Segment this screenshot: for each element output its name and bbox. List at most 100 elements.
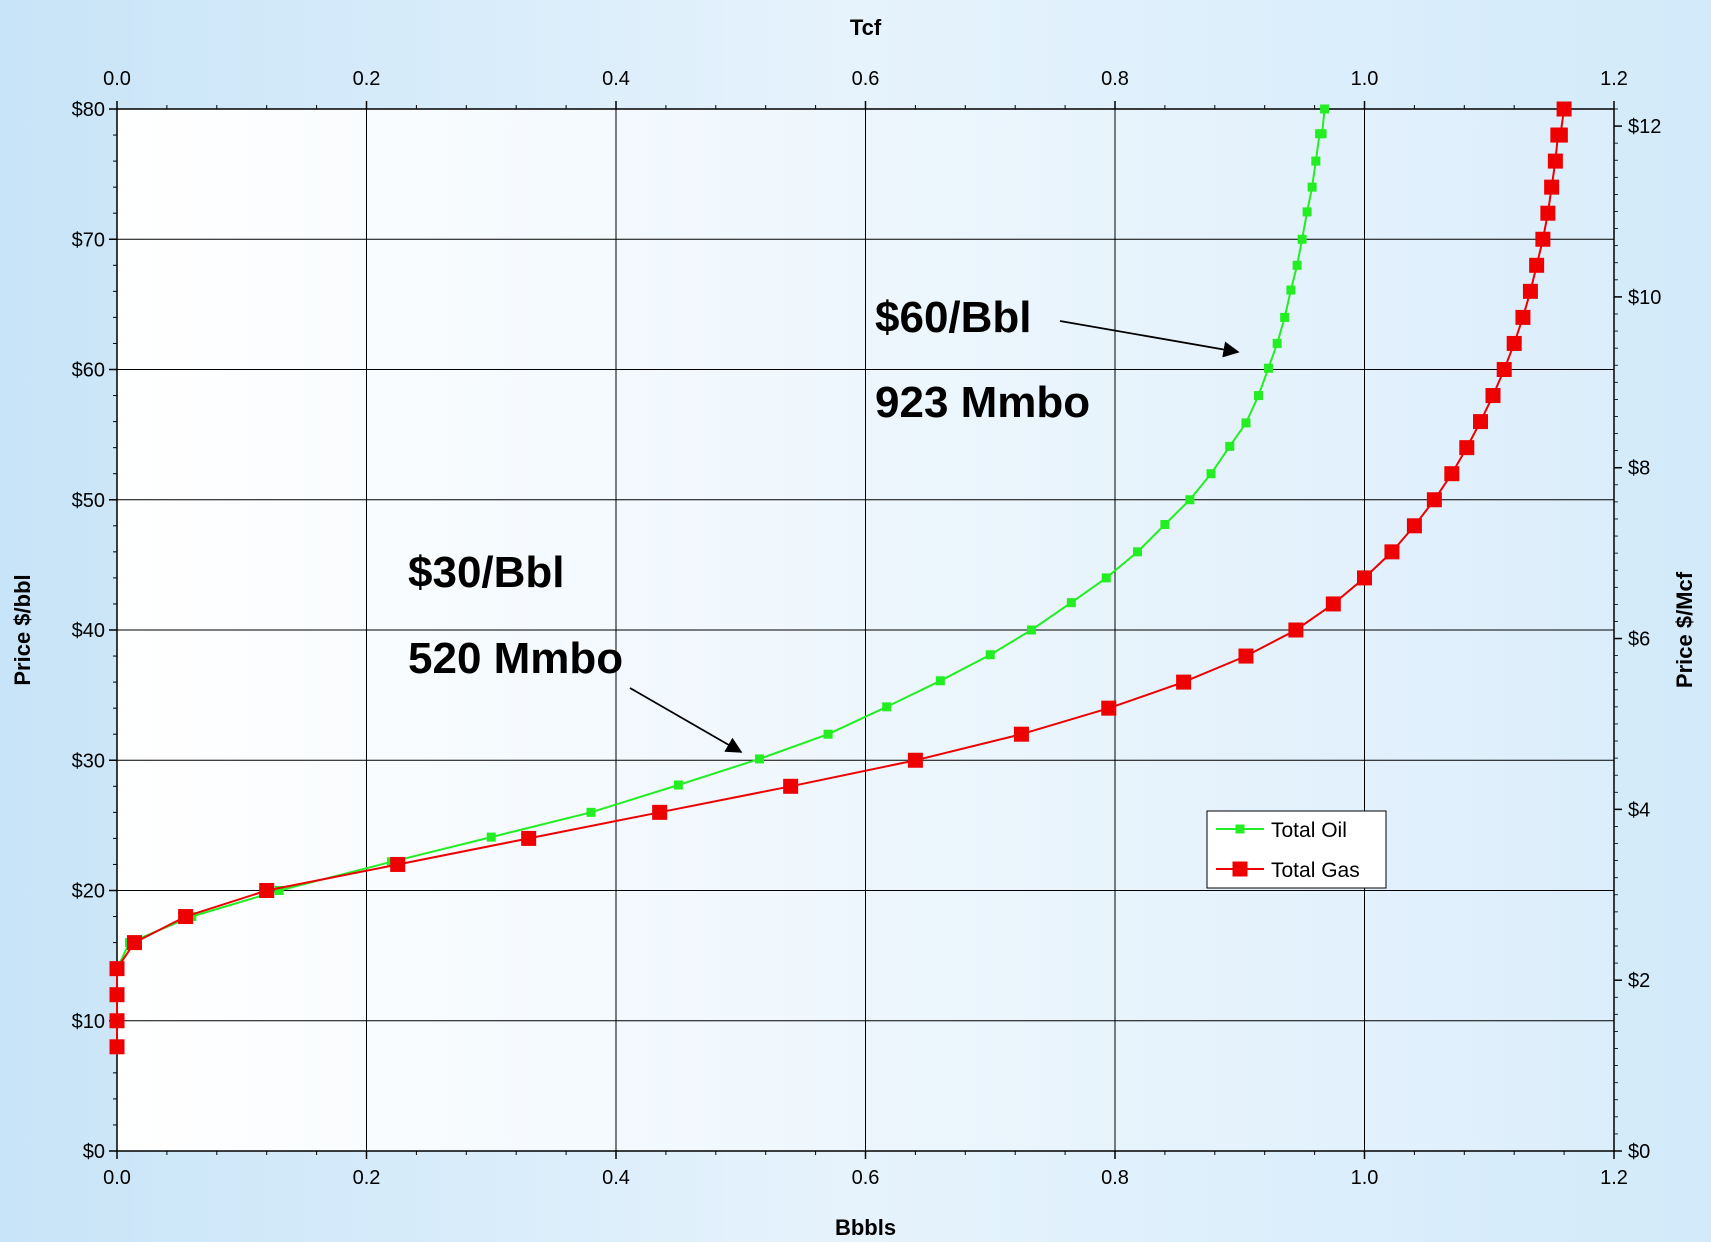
y-tick-label: $80 (72, 99, 105, 121)
data-point (985, 650, 995, 660)
legend-item: Total Gas (1216, 859, 1360, 882)
y2-tick-label: $10 (1628, 287, 1661, 309)
data-point (109, 961, 125, 977)
data-point (1288, 622, 1304, 638)
annotation-price: $60/Bbl (875, 293, 1032, 342)
y-tick-label: $50 (72, 490, 105, 512)
x-tick-label: 1.2 (1600, 1167, 1628, 1189)
legend-item: Total Oil (1216, 819, 1347, 842)
data-point (109, 1013, 125, 1029)
data-point (823, 729, 833, 739)
data-point (1280, 312, 1290, 322)
legend-marker (1235, 824, 1245, 834)
data-point (1544, 179, 1560, 195)
data-point (754, 754, 764, 764)
x-tick-label: 1.0 (1351, 1167, 1379, 1189)
data-point (783, 778, 799, 794)
data-point (259, 883, 275, 898)
data-point (1547, 153, 1563, 169)
y-tick-label: $20 (72, 881, 105, 903)
gridlines (117, 109, 1614, 1151)
data-point (1206, 469, 1216, 479)
data-point (1317, 129, 1327, 139)
data-point (1238, 648, 1254, 664)
data-point (673, 780, 683, 790)
data-point (1444, 466, 1460, 482)
legend: Total Oil Total Gas (1206, 810, 1387, 889)
y-tick-label: $70 (72, 229, 105, 251)
data-point (486, 832, 496, 842)
data-point (126, 935, 142, 951)
data-point (1302, 207, 1312, 217)
x-tick-label: 0.6 (852, 1167, 880, 1189)
data-point (586, 807, 596, 817)
legend-label: Total Gas (1271, 859, 1360, 882)
y2-tick-label: $12 (1628, 116, 1661, 138)
data-point (178, 909, 194, 925)
data-point (1160, 519, 1170, 529)
y-tick-label: $10 (72, 1011, 105, 1033)
data-point (109, 987, 125, 1003)
y-axis-title: Price $/bbl (10, 574, 35, 685)
data-point (652, 804, 668, 820)
data-point (109, 1039, 125, 1055)
annotations: $60/Bbl 923 Mmbo $30/Bbl 520 Mmbo (408, 293, 1240, 753)
x-tick-label: 0.8 (1101, 1167, 1129, 1189)
y2-tick-label: $6 (1628, 629, 1650, 651)
data-point (1485, 388, 1501, 404)
y-tick-label: $40 (72, 620, 105, 642)
data-point (274, 886, 284, 895)
data-point (1101, 573, 1111, 583)
data-point (1132, 547, 1142, 557)
data-point (1522, 283, 1538, 299)
annotation-price: $30/Bbl (408, 548, 565, 597)
series-layer (109, 101, 1572, 1055)
data-point (1320, 104, 1330, 114)
data-point (1066, 598, 1076, 608)
annotation-arrow (1059, 320, 1240, 358)
data-point (1185, 495, 1195, 505)
x2-tick-label: 1.2 (1600, 68, 1628, 90)
annotation-arrow (629, 687, 743, 753)
axes: 0.0 0.2 0.4 0.6 0.8 1.0 1.2 0.0 0.2 0.4 0.6 0.8 1.0 1… (10, 15, 1697, 1240)
data-point (1286, 285, 1296, 295)
data-point (1540, 205, 1556, 221)
x2-tick-label: 0.0 (103, 68, 131, 90)
data-point (1506, 335, 1522, 351)
data-point (907, 752, 923, 768)
data-point (1459, 440, 1475, 456)
data-point (1552, 127, 1568, 143)
x2-axis-title: Tcf (850, 15, 882, 40)
data-point (1026, 625, 1036, 635)
data-point (1556, 101, 1572, 117)
data-point (521, 830, 537, 846)
data-point (1225, 441, 1235, 451)
y-tick-label: $0 (83, 1141, 105, 1163)
x2-tick-label: 0.2 (353, 68, 381, 90)
y-tick-label: $30 (72, 750, 105, 772)
data-point (1241, 418, 1251, 428)
x-axis-title: Bbbls (835, 1215, 896, 1240)
x2-tick-label: 0.8 (1101, 68, 1129, 90)
x-tick-label: 0.0 (103, 1167, 131, 1189)
data-point (1357, 570, 1372, 586)
data-point (1529, 257, 1545, 273)
x2-tick-label: 0.6 (852, 68, 880, 90)
y2-tick-label: $0 (1628, 1141, 1650, 1163)
annotation-1: $60/Bbl 923 Mmbo (875, 293, 1240, 427)
y-tick-label: $60 (72, 360, 105, 382)
data-point (1292, 260, 1302, 270)
data-point (1311, 156, 1321, 166)
legend-label: Total Oil (1271, 819, 1347, 842)
annotation-2: $30/Bbl 520 Mmbo (408, 548, 743, 753)
data-point (1013, 726, 1029, 742)
y2-tick-label: $2 (1628, 970, 1650, 992)
data-point (1325, 596, 1341, 612)
data-point (1426, 492, 1442, 508)
annotation-volume: 520 Mmbo (408, 634, 623, 683)
data-point (1272, 338, 1282, 348)
x-tick-label: 0.2 (353, 1167, 381, 1189)
data-point (1535, 231, 1551, 247)
data-point (1176, 674, 1192, 690)
